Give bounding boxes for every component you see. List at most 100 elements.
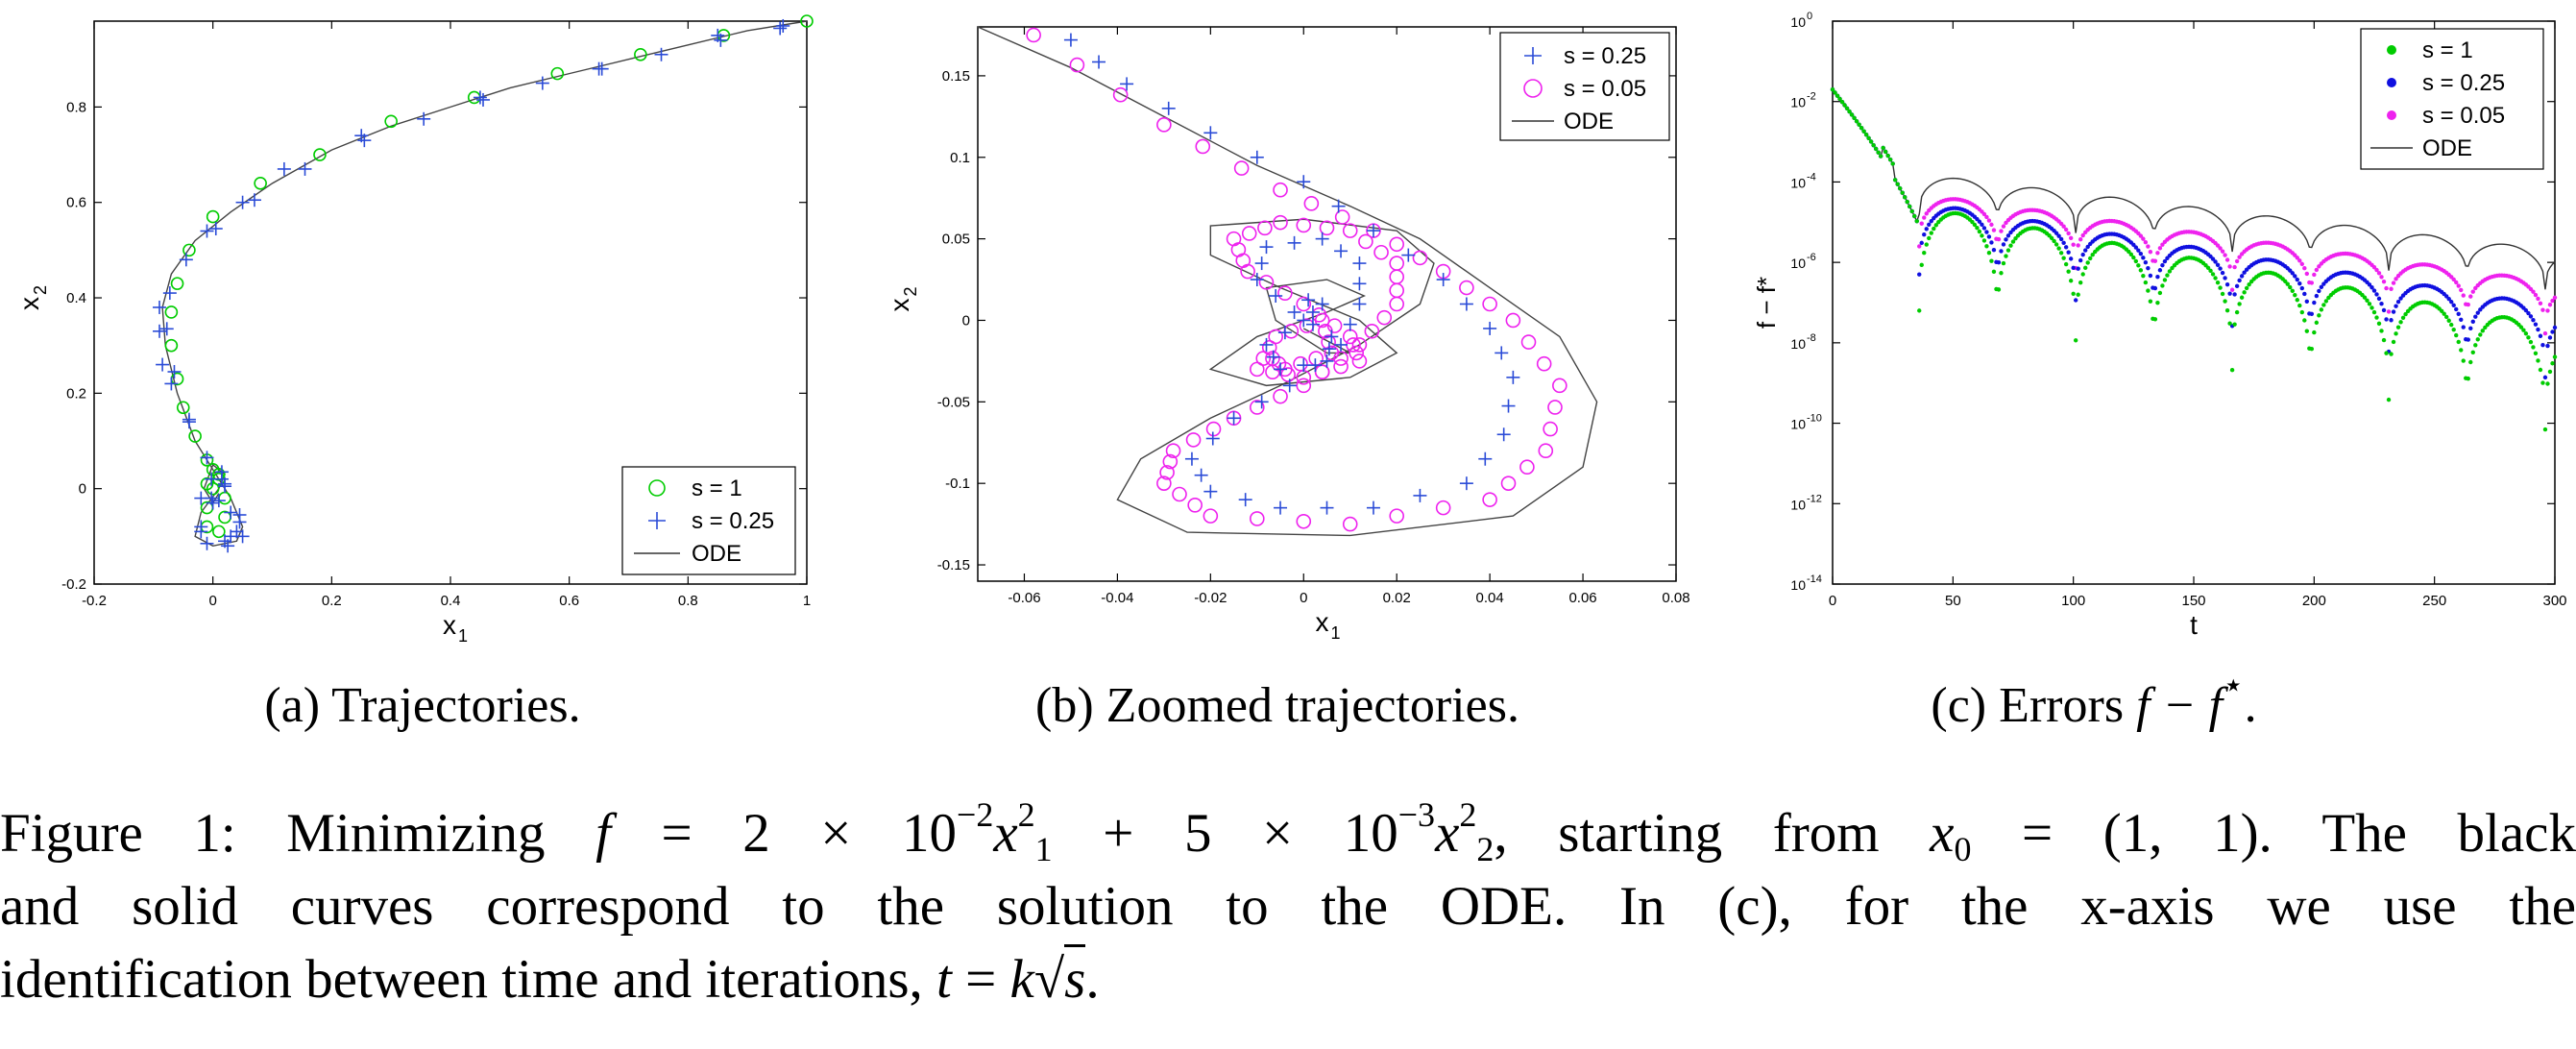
marker-circle [1296,296,1312,312]
error-point [2536,327,2540,332]
error-point [2531,318,2536,323]
error-point [2470,350,2475,354]
error-point [2073,338,2078,343]
error-point [2143,260,2149,265]
y-tick-label: 0.6 [66,195,86,211]
marker-circle [1203,508,1219,524]
error-point [1885,153,1890,159]
marker-circle [206,209,220,224]
caption-math: x [1435,803,1460,864]
marker-circle [1257,220,1273,236]
marker-circle [1389,256,1405,271]
error-point [2309,281,2315,285]
error-point [1857,122,1861,127]
legend-label: ODE [692,541,741,567]
error-point [2376,321,2382,327]
error-point [2160,242,2165,247]
error-point [2005,248,2011,253]
error-point [2215,243,2221,248]
error-point [1991,269,1997,275]
error-point [1984,244,1989,249]
error-point [2128,252,2134,257]
panel-a: -0.2 0 0.2 0.4 0.6 0.8 1 -0.2 0 0.2 0.4 0.6 0.8 x 1 x 2 s… [0,0,845,663]
caption-line-3: identification between time and iteratio… [0,943,2576,1016]
error-point [2323,299,2329,304]
x-tick-label: 50 [1945,593,1961,609]
subcaption-c-text: (c) Errors [1931,678,2137,733]
error-point [2299,261,2304,267]
y-tick-label: 10 [1790,14,1806,30]
error-point [2395,299,2401,305]
y-tick-label: 10 [1790,497,1806,512]
error-point [1833,90,1837,95]
error-point [2237,302,2242,306]
error-point [2244,285,2249,291]
marker-circle [1342,516,1358,532]
x-tick-label: 200 [2302,593,2326,609]
error-point [2391,309,2396,314]
marker-circle [206,463,220,476]
trajectory-plot: -0.2 0 0.2 0.4 0.6 0.8 1-0.200.20.40.60.8x 1x2s… [14,14,814,646]
y-tick-exponent: -6 [1807,252,1816,263]
error-point [2459,317,2464,322]
error-point [2148,299,2153,304]
marker-circle [1241,226,1257,241]
error-point [1835,93,1840,98]
x-tick-label: 0.4 [441,593,461,609]
error-point [2451,303,2456,308]
error-point [1924,227,1929,232]
marker-circle [176,401,190,415]
caption-line-1: Figure 1: Minimizing f = 2 × 10−2x21 + 5… [0,797,2576,870]
caption-exponent: −3 [1397,795,1436,834]
caption-exponent: 2 [1459,795,1477,834]
error-point [2384,351,2389,355]
error-point [2312,329,2317,335]
error-point [2459,287,2464,293]
error-point [2518,325,2524,329]
error-point [1919,262,1924,268]
error-point [2391,339,2396,345]
error-point [2379,329,2384,333]
error-point [2155,251,2160,256]
marker-circle [634,47,647,61]
marker-circle [1273,214,1288,231]
marker-circle [1185,432,1202,448]
error-point [2068,256,2074,261]
marker-circle [1351,337,1368,353]
error-point [2232,292,2237,297]
error-point [2143,239,2149,245]
error-point [2367,302,2372,306]
error-point [2319,284,2324,290]
error-point [2540,380,2545,385]
y-tick-label: 0.15 [942,68,970,85]
figure-caption: Figure 1: Minimizing f = 2 × 10−2x21 + 5… [0,797,2576,1047]
error-point [2160,283,2165,288]
error-point [2146,288,2151,293]
x-tick-label: 0.04 [1476,590,1504,606]
marker-circle [1195,138,1211,155]
error-point [2317,313,2321,318]
error-point [2288,284,2293,290]
x-axis-label: x [443,610,456,640]
y-tick-label: 10 [1790,175,1806,190]
error-point [1914,218,1919,224]
error-point [2083,248,2088,253]
y-tick-label: 10 [1790,336,1806,352]
error-point [1917,308,1922,313]
y-tick-label: 0.2 [66,385,86,402]
error-point [2054,242,2059,247]
error-point [1866,135,1871,141]
marker-circle [1156,476,1172,491]
error-point [2381,307,2387,313]
error-point [1922,251,1927,256]
error-point [2220,270,2225,276]
error-point [2542,375,2548,380]
y-tick-label: -0.2 [61,576,86,593]
error-point [2085,260,2090,265]
error-point [2058,221,2064,227]
zoomed-trajectory-plot: -0.06 -0.04 -0.02 0 0.02 0.04 0.06 0.08 -0.15 -0.… [885,26,1690,643]
y-tick-label: 10 [1790,417,1806,432]
error-point [2080,232,2085,238]
marker-dot [2387,78,2396,87]
error-point [2456,311,2461,317]
